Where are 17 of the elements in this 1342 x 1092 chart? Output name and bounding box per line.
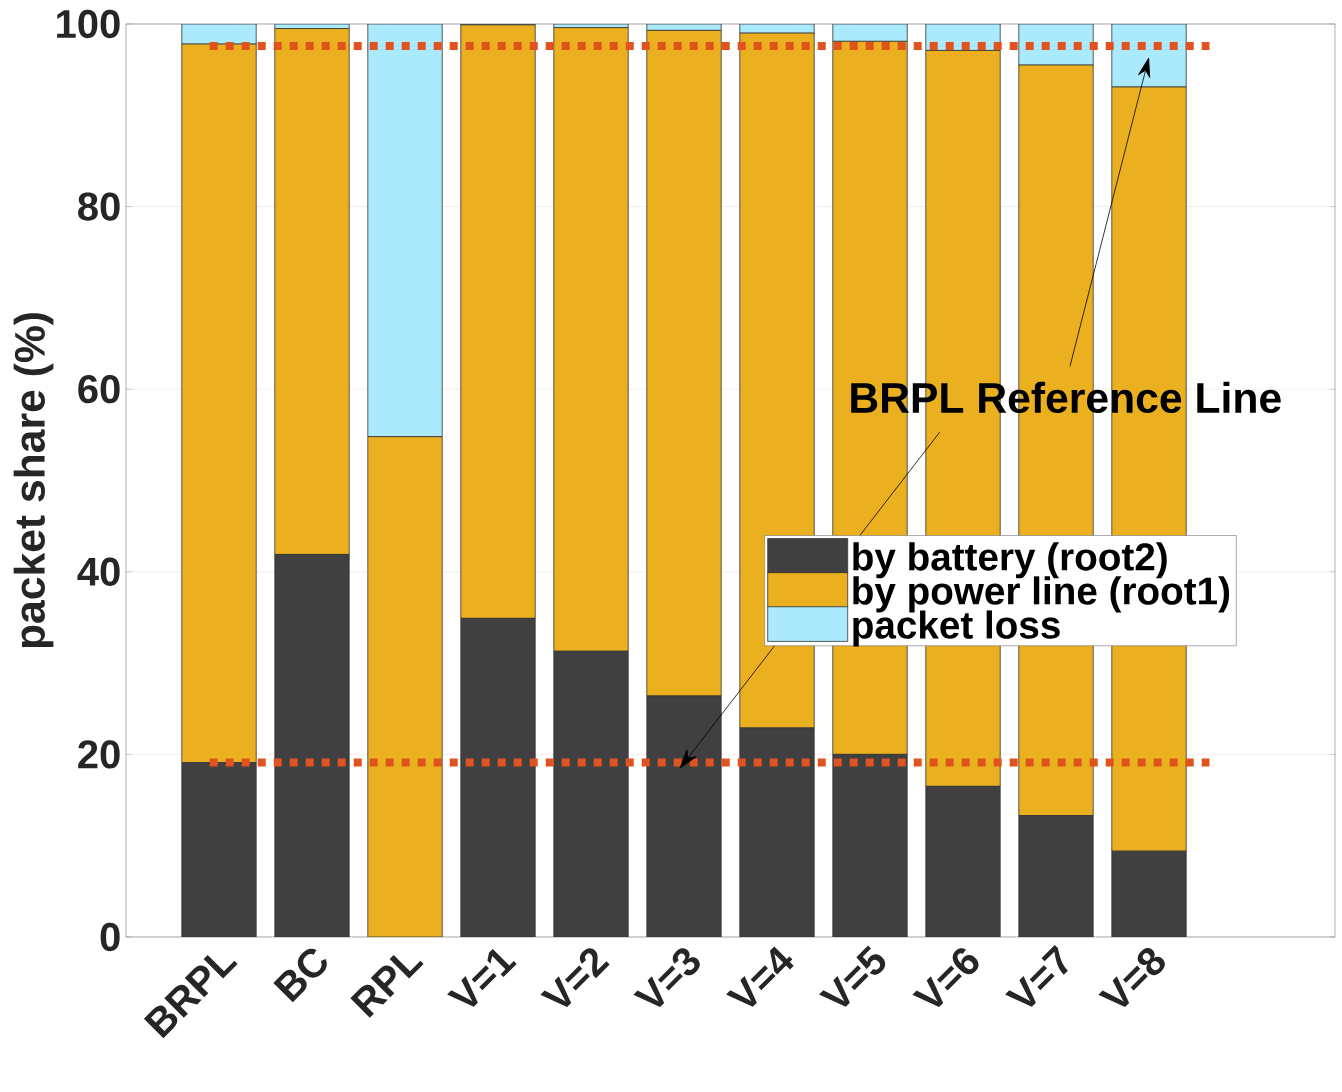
x-tick-label: RPL	[350, 954, 424, 1018]
y-tick-label: 0	[100, 922, 120, 952]
x-tick-label: V=2	[540, 948, 610, 1008]
x-tick-label: V=1	[447, 948, 517, 1007]
x-tick-label: V=3	[633, 948, 700, 1008]
x-tick-label: V=6	[912, 948, 979, 1008]
x-tick-label: V=8	[1098, 947, 1165, 1008]
x-tick-label: BC	[273, 948, 327, 1003]
y-tick-label: 60	[78, 375, 120, 404]
x-tick-label: V=4	[726, 946, 794, 1007]
x-tick-label: V=7	[1005, 944, 1068, 1007]
y-tick-label: 80	[78, 192, 120, 221]
y-tick-label: 20	[78, 740, 120, 769]
x-tick-label: V=5	[819, 945, 886, 1007]
y-tick-label: 100	[57, 9, 120, 39]
y-axis-title: packet share (%)	[13, 313, 54, 648]
y-tick-label: 40	[77, 557, 120, 586]
